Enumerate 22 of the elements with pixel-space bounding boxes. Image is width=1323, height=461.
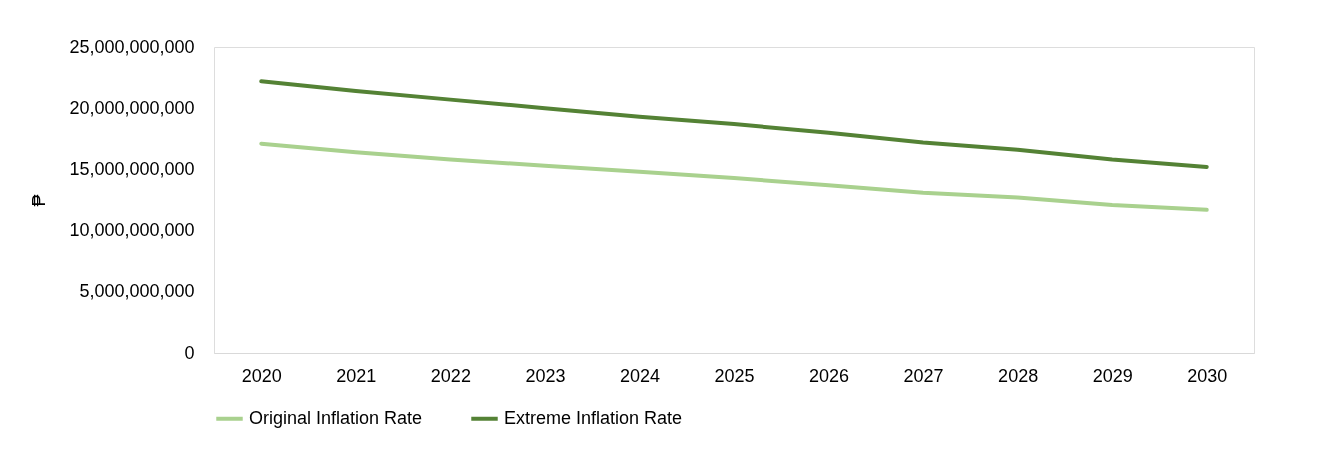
- x-tick-label: 2026: [809, 365, 850, 386]
- y-tick-label: 15,000,000,000: [69, 158, 195, 179]
- x-tick-label: 2025: [714, 365, 755, 386]
- x-tick-label: 2028: [998, 365, 1039, 386]
- x-tick-label: 2020: [241, 365, 282, 386]
- y-tick-label: 20,000,000,000: [69, 97, 195, 118]
- x-tick-label: 2027: [903, 365, 944, 386]
- legend-label: Extreme Inflation Rate: [504, 407, 683, 428]
- line-series: [259, 79, 1209, 169]
- y-tick-label: 10,000,000,000: [69, 220, 195, 241]
- y-tick-label: 0: [184, 342, 195, 363]
- y-tick-label: 5,000,000,000: [79, 281, 195, 302]
- x-tick-label: 2023: [525, 365, 566, 386]
- x-tick-label: 2029: [1092, 365, 1133, 386]
- x-tick-label: 2021: [336, 365, 377, 386]
- x-tick-label: 2030: [1187, 365, 1228, 386]
- y-axis-title: ₱: [29, 194, 50, 207]
- x-tick-label: 2022: [430, 365, 471, 386]
- x-tick-label: 2024: [619, 365, 660, 386]
- y-tick-label: 25,000,000,000: [69, 36, 195, 57]
- legend-label: Original Inflation Rate: [249, 407, 423, 428]
- line-series: [259, 141, 1209, 212]
